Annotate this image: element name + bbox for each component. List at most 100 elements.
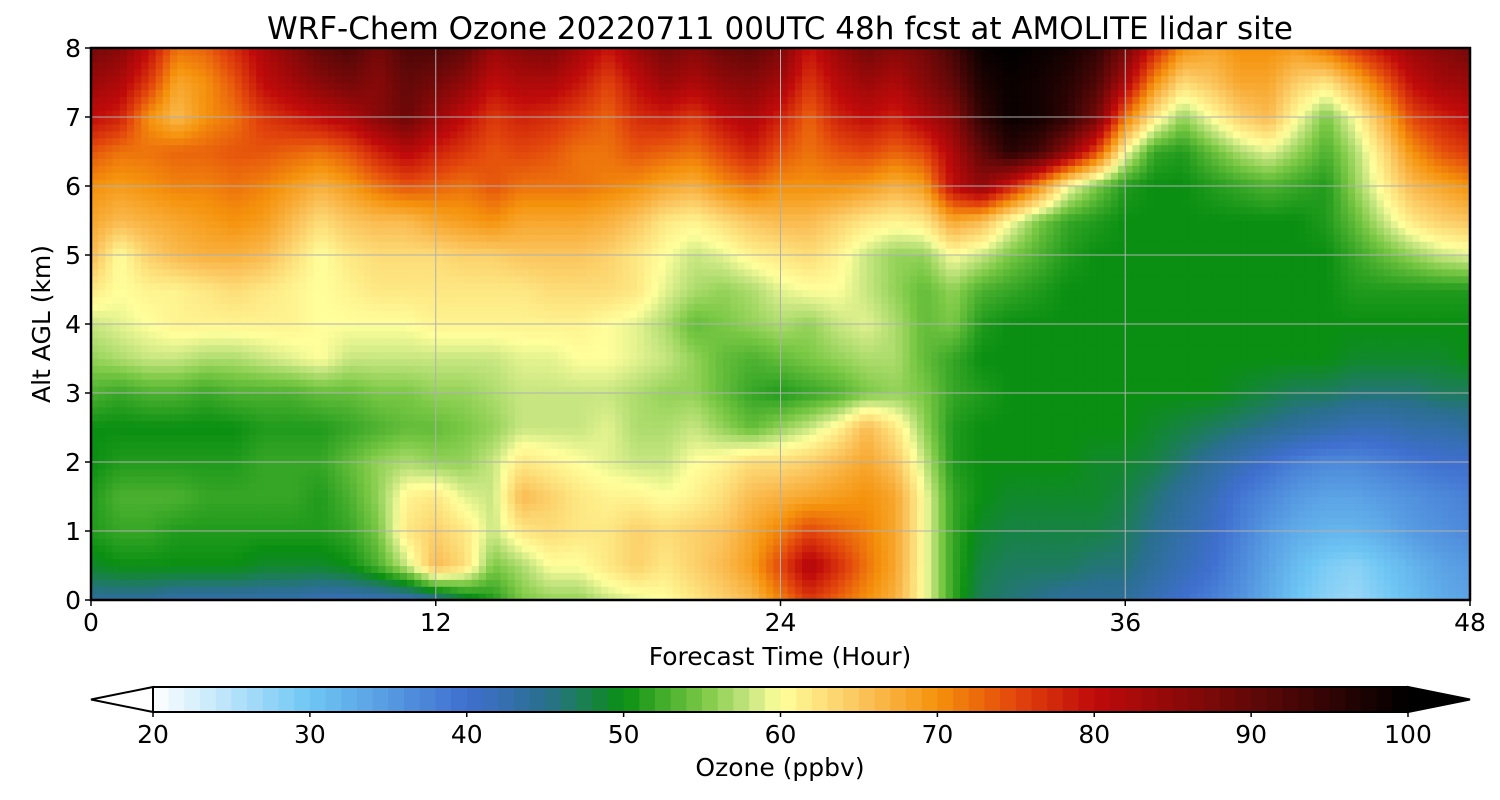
heatmap-cell xyxy=(356,75,365,84)
heatmap-cell xyxy=(170,482,178,491)
heatmap-cell xyxy=(313,179,322,187)
heatmap-cell xyxy=(306,572,315,580)
heatmap-cell xyxy=(478,586,487,594)
heatmap-cell xyxy=(471,227,480,235)
heatmap-cell xyxy=(98,186,106,194)
heatmap-cell xyxy=(507,227,516,235)
heatmap-cell xyxy=(356,310,365,318)
heatmap-cell xyxy=(500,593,509,600)
heatmap-cell xyxy=(407,144,415,153)
heatmap-cell xyxy=(407,199,415,208)
heatmap-cell xyxy=(306,468,315,477)
heatmap-cell xyxy=(241,130,250,139)
heatmap-cell xyxy=(313,213,322,222)
heatmap-cell xyxy=(256,420,264,429)
heatmap-cell xyxy=(292,379,300,387)
heatmap-cell xyxy=(478,282,487,291)
heatmap-cell xyxy=(177,123,185,132)
heatmap-cell xyxy=(184,337,193,346)
heatmap-cell xyxy=(191,448,200,456)
heatmap-cell xyxy=(292,117,300,125)
heatmap-cell xyxy=(500,110,509,118)
heatmap-cell xyxy=(98,82,106,90)
heatmap-cell xyxy=(227,151,236,159)
heatmap-cell xyxy=(277,310,286,318)
heatmap-cell xyxy=(435,351,444,360)
heatmap-cell xyxy=(414,137,422,146)
heatmap-cell xyxy=(371,420,379,429)
heatmap-cell xyxy=(213,579,221,587)
heatmap-cell xyxy=(148,68,157,77)
heatmap-cell xyxy=(421,517,430,525)
heatmap-cell xyxy=(91,130,99,139)
heatmap-cell xyxy=(277,537,286,546)
heatmap-cell xyxy=(435,475,444,484)
heatmap-cell xyxy=(162,275,171,284)
heatmap-cell xyxy=(407,351,415,360)
heatmap-cell xyxy=(464,344,473,353)
heatmap-cell xyxy=(292,365,300,373)
heatmap-cell xyxy=(105,68,114,77)
heatmap-cell xyxy=(342,496,351,504)
heatmap-cell xyxy=(177,75,185,84)
heatmap-cell xyxy=(414,241,422,249)
heatmap-cell xyxy=(500,351,509,360)
heatmap-cell xyxy=(112,303,121,311)
heatmap-cell xyxy=(170,330,178,339)
heatmap-cell xyxy=(349,158,358,166)
heatmap-cell xyxy=(277,565,286,573)
heatmap-cell xyxy=(335,406,343,415)
heatmap-cell xyxy=(500,386,509,394)
heatmap-cell xyxy=(493,427,501,435)
heatmap-cell xyxy=(378,393,387,401)
heatmap-cell xyxy=(392,172,401,180)
heatmap-cell xyxy=(500,310,509,318)
heatmap-cell xyxy=(162,48,171,56)
heatmap-cell xyxy=(478,227,487,235)
heatmap-cell xyxy=(450,110,458,118)
heatmap-cell xyxy=(478,110,487,118)
heatmap-cell xyxy=(407,186,415,194)
heatmap-cell xyxy=(421,248,430,256)
heatmap-cell xyxy=(435,179,444,187)
heatmap-cell xyxy=(493,544,501,553)
heatmap-cell xyxy=(191,227,200,235)
heatmap-cell xyxy=(184,310,193,318)
heatmap-cell xyxy=(407,303,415,311)
heatmap-cell xyxy=(500,248,509,256)
heatmap-cell xyxy=(119,96,128,104)
heatmap-cell xyxy=(256,261,264,270)
heatmap-cell xyxy=(213,268,221,277)
heatmap-cell xyxy=(220,427,229,435)
heatmap-cell xyxy=(399,358,408,366)
heatmap-cell xyxy=(320,503,329,511)
heatmap-cell xyxy=(356,372,365,380)
heatmap-cell xyxy=(457,406,466,415)
heatmap-cell xyxy=(328,330,336,339)
heatmap-cell xyxy=(507,558,516,567)
heatmap-cell xyxy=(270,399,279,408)
heatmap-cell xyxy=(249,427,257,435)
heatmap-cell xyxy=(378,261,387,270)
heatmap-cell xyxy=(500,137,509,146)
heatmap-cell xyxy=(184,268,193,277)
heatmap-cell xyxy=(256,379,264,387)
heatmap-cell xyxy=(493,379,501,387)
heatmap-cell xyxy=(198,565,207,573)
heatmap-cell xyxy=(126,593,135,600)
heatmap-cell xyxy=(91,558,99,567)
heatmap-cell xyxy=(299,261,308,270)
heatmap-cell xyxy=(328,593,336,600)
heatmap-cell xyxy=(306,110,315,118)
heatmap-cell xyxy=(320,227,329,235)
heatmap-cell xyxy=(442,282,451,291)
heatmap-cell xyxy=(399,337,408,346)
heatmap-cell xyxy=(213,434,221,442)
heatmap-cell xyxy=(371,199,379,208)
heatmap-cell xyxy=(349,96,358,104)
heatmap-cell xyxy=(126,496,135,504)
heatmap-cell xyxy=(349,234,358,242)
heatmap-cell xyxy=(313,579,322,587)
heatmap-cell xyxy=(148,61,157,70)
heatmap-cell xyxy=(213,475,221,484)
